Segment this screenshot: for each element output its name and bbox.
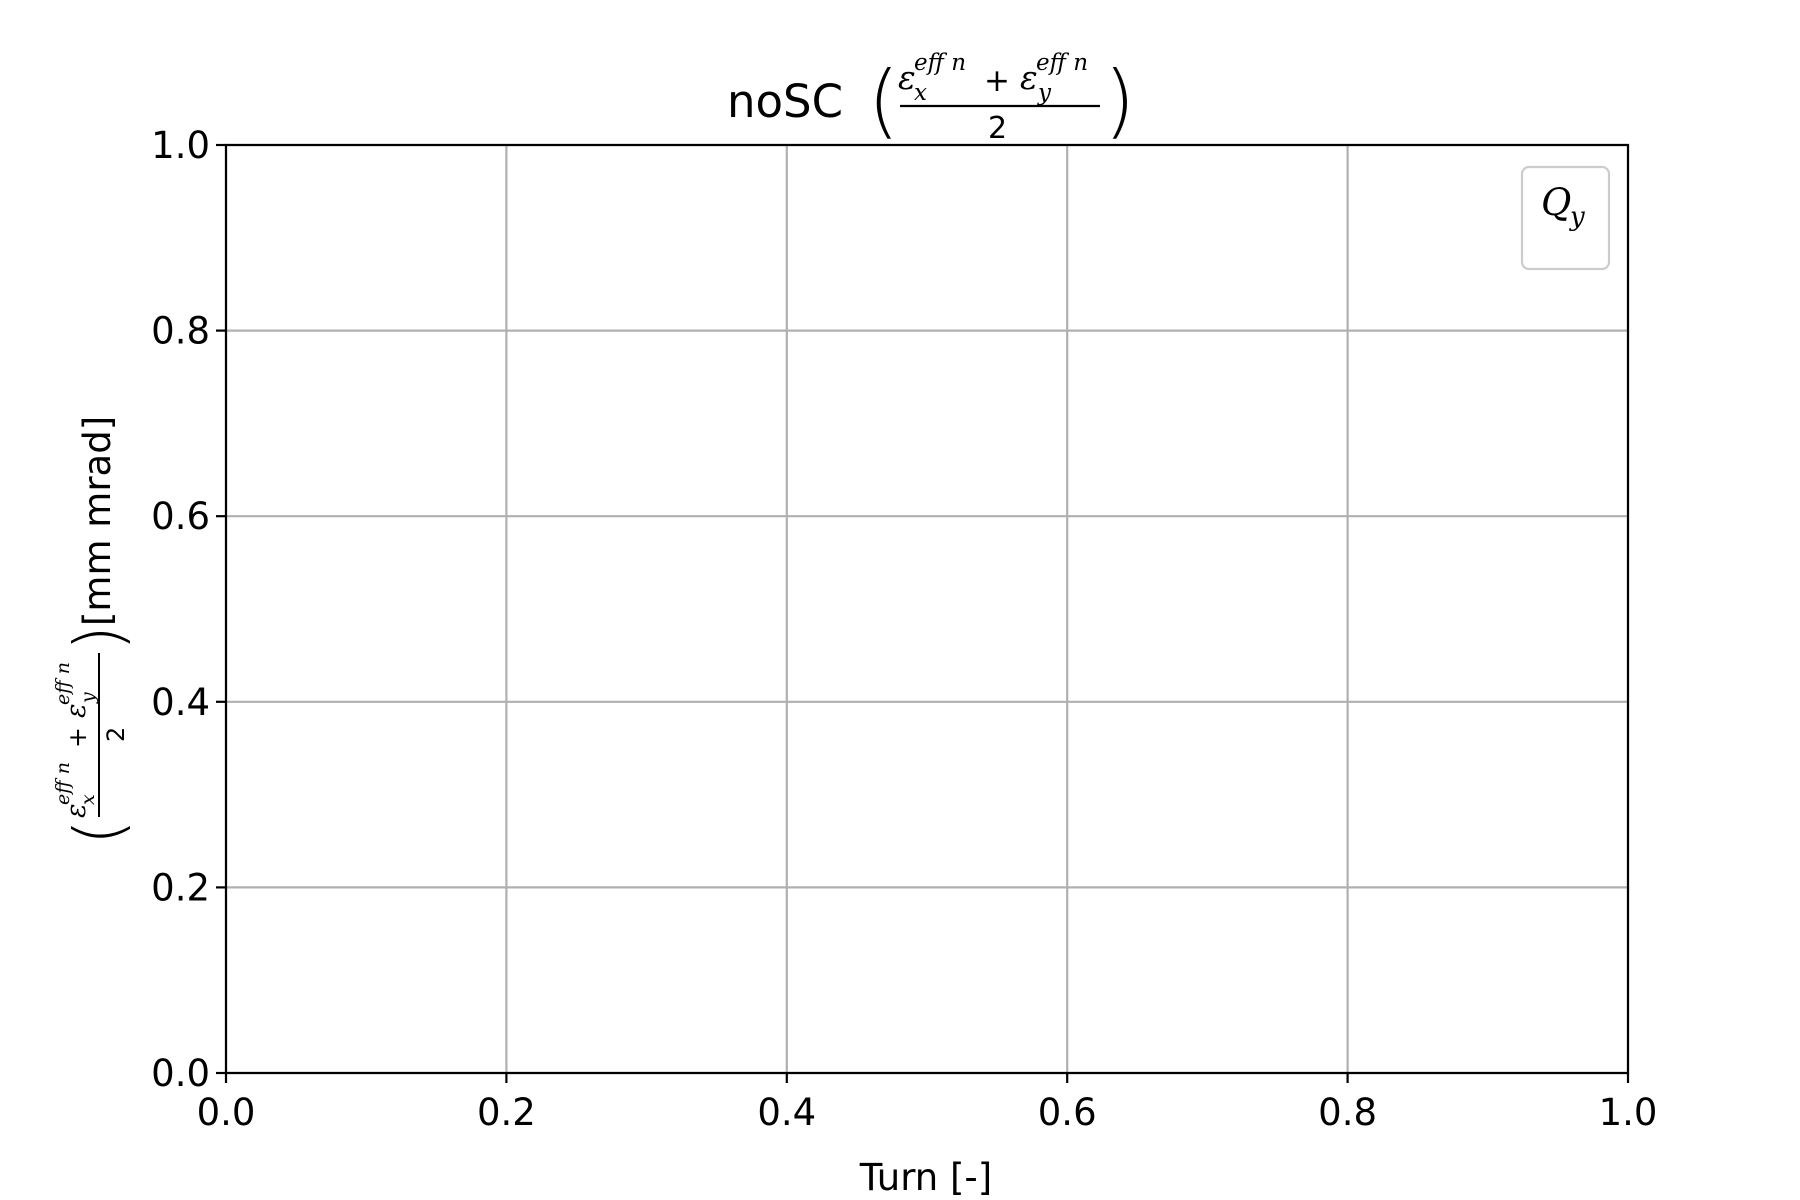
ylabel-plus: + [63,727,92,748]
x-tick-label: 0.8 [1318,1091,1377,1134]
ylabel-sub-y: y [77,692,99,704]
title-epsilon-y: ε [1020,58,1038,97]
title-left-paren: ( [868,54,899,147]
x-tick-label: 1.0 [1599,1091,1658,1134]
ylabel-epsilon-x: ε [61,804,92,819]
ylabel-unit: [mm mrad] [76,416,119,626]
y-tick-label: 0.8 [151,310,210,353]
title-prefix: noSC [727,75,843,128]
legend-box [1520,165,1611,271]
y-tick-label: 1.0 [151,124,210,167]
x-tick-label: 0.2 [477,1091,536,1134]
y-axis-label: ( ε eff n x + ε eff n y 2 ) [mm mrad] [52,416,137,845]
y-tick-label: 0.0 [151,1052,210,1095]
title-sup-x: eff n [914,50,966,76]
ylabel-right-paren: ) [60,625,137,651]
title-sub-y: y [1037,80,1052,106]
x-tick-label: 0.6 [1038,1091,1097,1134]
title-right-paren: ) [1104,54,1135,147]
y-tick-label: 0.2 [151,866,210,909]
x-tick-label: 0.0 [197,1091,256,1134]
title-epsilon-x: ε [898,58,916,97]
title-plus: + [984,63,1010,99]
x-axis-label: Turn [-] [859,1156,992,1199]
y-tick-label: 0.6 [151,495,210,538]
title-denominator: 2 [988,111,1007,146]
title-sup-y: eff n [1036,50,1088,76]
legend-label-symbol: Q [1541,181,1571,224]
chart-title: noSC ( ε eff n x + ε eff n y 2 ) [727,50,1135,147]
legend-label-subscript: y [1569,202,1585,232]
grid [224,143,1630,1075]
title-sub-x: x [914,80,927,106]
ylabel-sup-y: eff n [52,662,74,705]
title-fraction: ε eff n x + ε eff n y 2 [898,50,1100,146]
ticks: 0.0 0.2 0.4 0.6 0.8 1.0 0.0 0.2 0.4 0.6 0.8 1.0 [151,124,1657,1134]
ylabel-epsilon-y: ε [61,704,92,719]
y-tick-label: 0.4 [151,681,210,724]
legend: Q y [1520,165,1611,271]
ylabel-sup-x: eff n [52,762,74,805]
x-tick-label: 0.4 [757,1091,816,1134]
ylabel-sub-x: x [77,794,99,805]
axes-frame [224,143,1630,1075]
ylabel-left-paren: ( [60,819,137,845]
ylabel-denominator: 2 [102,727,130,742]
